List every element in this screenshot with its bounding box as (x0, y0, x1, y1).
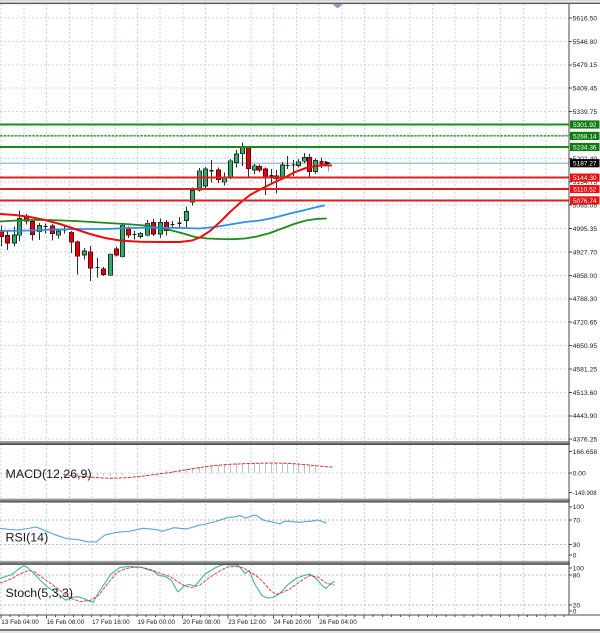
svg-text:5110.52: 5110.52 (573, 186, 596, 193)
svg-text:100: 100 (573, 565, 585, 572)
svg-text:5616.50: 5616.50 (573, 15, 598, 22)
svg-text:80: 80 (573, 572, 581, 579)
svg-text:4788.30: 4788.30 (573, 296, 598, 303)
svg-text:19 Feb 00:00: 19 Feb 00:00 (137, 619, 175, 626)
svg-text:5134.75: 5134.75 (573, 179, 598, 186)
svg-text:RSI(14): RSI(14) (6, 530, 49, 544)
svg-text:4513.60: 4513.60 (573, 390, 598, 397)
svg-text:5409.45: 5409.45 (573, 86, 598, 93)
svg-text:13 Feb 04:00: 13 Feb 04:00 (1, 619, 39, 626)
svg-text:4650.95: 4650.95 (573, 343, 598, 350)
svg-text:24 Feb 20:00: 24 Feb 20:00 (274, 619, 312, 626)
svg-text:4581.25: 4581.25 (573, 366, 598, 373)
svg-text:0.00: 0.00 (573, 470, 586, 477)
svg-text:Stoch(5,3,3): Stoch(5,3,3) (6, 586, 74, 600)
svg-text:20 Feb 08:00: 20 Feb 08:00 (183, 619, 221, 626)
svg-text:5479.15: 5479.15 (573, 62, 598, 69)
svg-text:26 Feb 04:00: 26 Feb 04:00 (319, 619, 357, 626)
svg-text:-149.908: -149.908 (573, 490, 598, 497)
svg-text:30: 30 (573, 542, 581, 549)
svg-text:4995.35: 4995.35 (573, 226, 598, 233)
svg-text:4376.25: 4376.25 (573, 437, 598, 444)
svg-text:4927.70: 4927.70 (573, 249, 598, 256)
svg-text:23 Feb 12:00: 23 Feb 12:00 (228, 619, 266, 626)
svg-text:5187.27: 5187.27 (573, 161, 597, 168)
svg-text:5546.80: 5546.80 (573, 39, 598, 46)
svg-text:4720.65: 4720.65 (573, 320, 598, 327)
svg-text:5065.05: 5065.05 (573, 203, 598, 210)
svg-text:166.658: 166.658 (573, 449, 598, 456)
svg-text:5301.92: 5301.92 (573, 122, 597, 129)
svg-text:5144.30: 5144.30 (573, 175, 597, 182)
svg-text:5076.74: 5076.74 (573, 198, 597, 205)
svg-text:5268.14: 5268.14 (573, 133, 597, 140)
svg-text:MACD(12,26,9): MACD(12,26,9) (6, 467, 92, 481)
svg-text:0: 0 (573, 553, 577, 560)
svg-text:17 Feb 16:00: 17 Feb 16:00 (92, 619, 130, 626)
svg-text:20: 20 (573, 602, 581, 609)
svg-text:4858.00: 4858.00 (573, 273, 598, 280)
svg-text:4443.90: 4443.90 (573, 413, 598, 420)
svg-text:5234.36: 5234.36 (573, 144, 597, 151)
svg-text:0: 0 (573, 609, 577, 616)
svg-text:100: 100 (573, 504, 585, 511)
svg-text:70: 70 (573, 517, 581, 524)
svg-text:16 Feb 08:00: 16 Feb 08:00 (47, 619, 85, 626)
svg-text:5339.75: 5339.75 (573, 109, 598, 116)
